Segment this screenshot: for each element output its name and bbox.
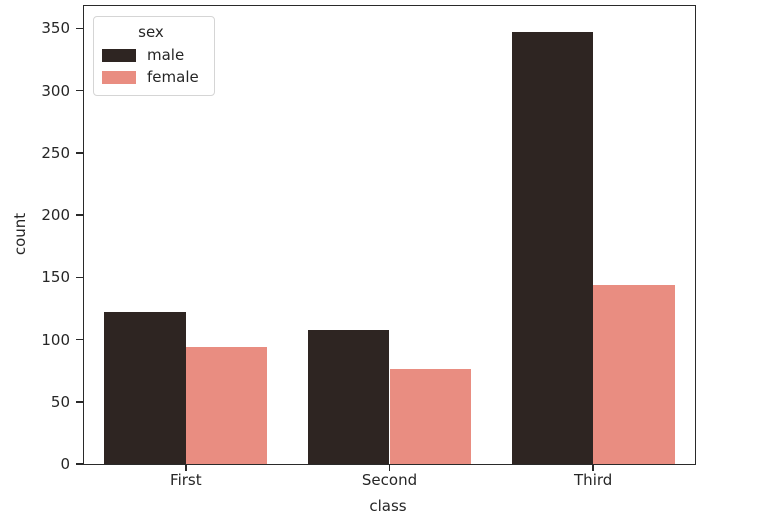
x-tick-mark [388,464,391,471]
bar-male-second [308,329,390,464]
y-tick-mark [76,276,83,279]
legend-item-male: male [102,47,200,64]
y-tick-mark [76,27,83,30]
y-tick-mark [76,89,83,92]
bar-female-first [185,347,268,464]
x-axis-label: class [369,497,407,515]
y-tick-label: 350 [41,19,70,38]
y-tick-label: 100 [41,330,70,349]
x-tick-label-first: First [170,471,202,489]
y-tick-label: 300 [41,81,70,100]
y-tick-label: 50 [50,392,70,411]
legend-swatch-male [102,49,136,62]
plot-area: 0 50 100 150 200 250 300 350 First Second Third s… [41,5,696,489]
x-tick-mark [185,464,187,471]
x-tick-label-second: Second [361,471,418,489]
legend-label-male: male [147,46,185,64]
y-tick-label: 200 [41,206,70,225]
x-tick-label-third: Third [574,471,613,489]
bar-female-second [389,369,471,464]
bar-male-first [104,312,186,464]
y-tick-label: 0 [60,455,70,473]
legend-swatch-female [102,71,136,84]
bar-female-third [593,284,675,464]
legend-label-female: female [147,68,199,86]
y-axis-label: count [11,212,29,256]
y-tick-mark [76,152,83,154]
y-tick-mark [76,214,83,216]
y-tick-label: 150 [41,268,70,287]
y-tick-mark [76,401,83,403]
legend-item-female: female [102,69,200,86]
x-tick-mark [592,464,594,471]
legend-title: sex [138,23,164,41]
bar-male-third [511,32,594,464]
y-tick-mark [76,338,83,341]
y-tick-label: 250 [41,143,70,162]
legend-items: male female [102,47,200,86]
y-tick-mark [76,463,83,465]
legend: sex male female [93,16,215,96]
